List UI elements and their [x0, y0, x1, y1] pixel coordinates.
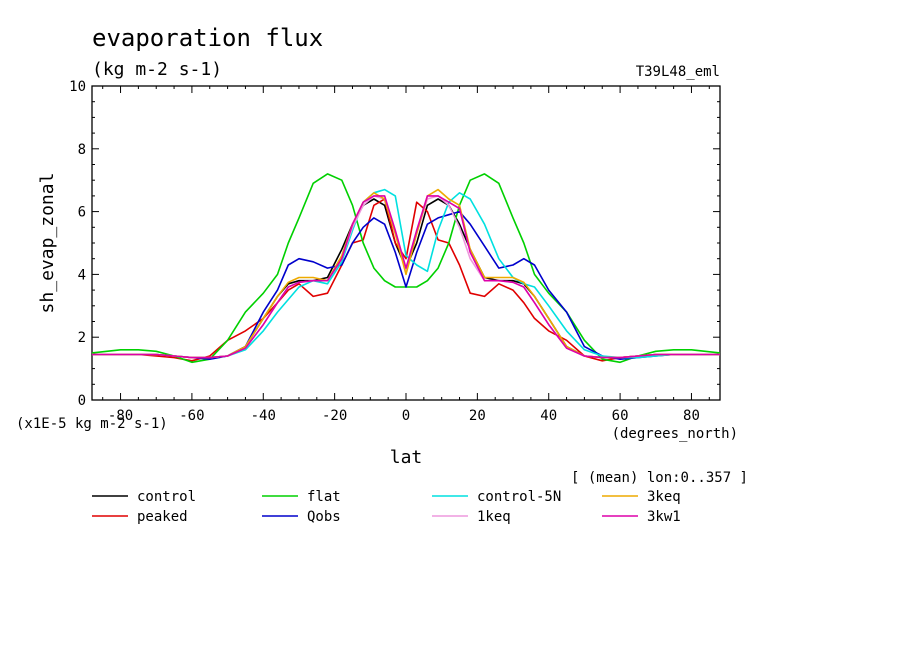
legend-label-3keq: 3keq	[647, 489, 681, 505]
legend: control flat control-5N 3keq peaked Qobs 1keq 3…	[92, 489, 681, 525]
series-line-3kw1	[92, 195, 720, 359]
y-tick-label: 6	[78, 205, 86, 221]
legend-label-1keq: 1keq	[477, 509, 511, 525]
y-tick-label: 4	[78, 267, 86, 283]
x-tick-label: -20	[322, 408, 347, 424]
series-line-control	[92, 198, 720, 359]
x-unit-label: (degrees_north)	[612, 426, 738, 442]
x-axis-label: lat	[390, 447, 423, 468]
x-tick-label: 20	[469, 408, 486, 424]
y-tick-label: 0	[78, 393, 86, 409]
x-tick-label: -60	[179, 408, 204, 424]
mean-note: [ (mean) lon:0..357 ]	[571, 470, 748, 486]
x-tick-label: 0	[402, 408, 410, 424]
x-tick-label: 60	[612, 408, 629, 424]
series-lines	[91, 173, 721, 364]
x-tick-label: 40	[540, 408, 557, 424]
y-axis-label: sh_evap_zonal	[37, 173, 58, 314]
x-tick-label: -40	[251, 408, 276, 424]
x-tick-label: -80	[108, 408, 133, 424]
legend-label-control-5n: control-5N	[477, 489, 561, 505]
experiment-label: T39L48_eml	[636, 64, 720, 80]
series-line-peaked	[92, 198, 720, 362]
series-line-3keq	[92, 188, 720, 359]
legend-label-3kw1: 3kw1	[647, 509, 681, 525]
y-tick-label: 10	[69, 79, 86, 95]
chart-title: evaporation flux	[92, 24, 323, 52]
scale-note: (x1E-5 kg m-2 s-1)	[16, 416, 168, 432]
series-line-1keq	[92, 195, 720, 359]
plot-frame	[91, 85, 721, 401]
plot-area: -80 -60 -40 -20 0 20 40 60 80 0 2 4 6 8 10	[69, 79, 721, 424]
chart-units: (kg m-2 s-1)	[92, 59, 222, 80]
legend-label-control: control	[137, 489, 196, 505]
x-tick-label: 80	[683, 408, 700, 424]
y-tick-label: 2	[78, 330, 86, 346]
legend-label-peaked: peaked	[137, 509, 188, 525]
legend-label-flat: flat	[307, 489, 341, 505]
axis-ticks: -80 -60 -40 -20 0 20 40 60 80 0 2 4 6 8 10	[69, 79, 720, 424]
legend-label-qobs: Qobs	[307, 509, 341, 525]
y-tick-label: 8	[78, 142, 86, 158]
series-line-qobs	[92, 210, 720, 361]
